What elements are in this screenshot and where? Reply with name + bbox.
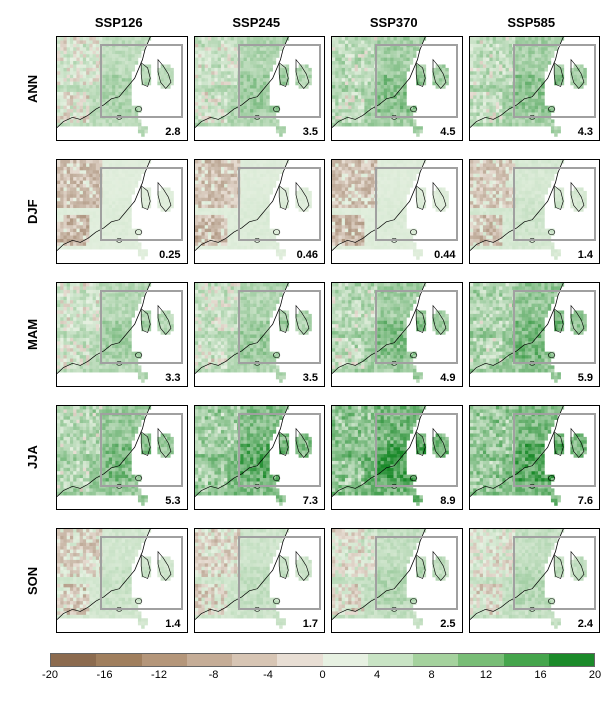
panel-jja-ssp370: 8.9 [331, 405, 463, 510]
panel-son-ssp585: 2.4 [469, 528, 601, 633]
panel-value: 1.4 [163, 618, 182, 630]
colorbar: -20-16-12-8-4048121620 [50, 653, 595, 669]
panel-value: 2.4 [576, 618, 595, 630]
panel-son-ssp126: 1.4 [56, 528, 188, 633]
colorbar-gradient [50, 653, 595, 667]
panel-value: 4.9 [438, 372, 457, 384]
panel-djf-ssp126: 0.25 [56, 159, 188, 264]
panel-value: 2.8 [163, 126, 182, 138]
col-header-ssp245: SSP245 [188, 15, 326, 30]
panel-son-ssp370: 2.5 [331, 528, 463, 633]
panel-value: 2.5 [438, 618, 457, 630]
panel-value: 0.44 [432, 249, 457, 261]
row-label-mam: MAM [15, 282, 50, 387]
panel-jja-ssp126: 5.3 [56, 405, 188, 510]
panel-djf-ssp585: 1.4 [469, 159, 601, 264]
panel-value: 7.3 [301, 495, 320, 507]
panel-value: 0.25 [157, 249, 182, 261]
panel-djf-ssp370: 0.44 [331, 159, 463, 264]
panel-djf-ssp245: 0.46 [194, 159, 326, 264]
panel-mam-ssp245: 3.5 [194, 282, 326, 387]
colorbar-swatch [413, 654, 458, 666]
panel-mam-ssp585: 5.9 [469, 282, 601, 387]
panel-value: 1.4 [576, 249, 595, 261]
panel-value: 0.46 [295, 249, 320, 261]
panel-ann-ssp585: 4.3 [469, 36, 601, 141]
panel-value: 3.5 [301, 126, 320, 138]
panel-grid: ANN 2.8 3.5 4.5 4.3 DJF 0.25 0.46 [15, 36, 600, 633]
colorbar-swatch [142, 654, 187, 666]
colorbar-swatch [232, 654, 277, 666]
colorbar-swatch [96, 654, 141, 666]
col-header-ssp126: SSP126 [50, 15, 188, 30]
row-label-jja: JJA [15, 405, 50, 510]
row-label-djf: DJF [15, 159, 50, 264]
panel-value: 1.7 [301, 618, 320, 630]
panel-value: 7.6 [576, 495, 595, 507]
panel-ann-ssp126: 2.8 [56, 36, 188, 141]
colorbar-swatch [504, 654, 549, 666]
row-label-son: SON [15, 528, 50, 633]
colorbar-swatch [51, 654, 96, 666]
colorbar-swatch [323, 654, 368, 666]
panel-son-ssp245: 1.7 [194, 528, 326, 633]
panel-value: 4.3 [576, 126, 595, 138]
panel-mam-ssp126: 3.3 [56, 282, 188, 387]
col-header-ssp370: SSP370 [325, 15, 463, 30]
panel-value: 5.3 [163, 495, 182, 507]
colorbar-swatch [368, 654, 413, 666]
colorbar-swatch [549, 654, 594, 666]
panel-jja-ssp245: 7.3 [194, 405, 326, 510]
figure-small-multiples: SSP126 SSP245 SSP370 SSP585 ANN 2.8 3.5 … [15, 15, 600, 669]
panel-value: 3.5 [301, 372, 320, 384]
colorbar-swatch [277, 654, 322, 666]
colorbar-swatch [187, 654, 232, 666]
panel-mam-ssp370: 4.9 [331, 282, 463, 387]
col-header-ssp585: SSP585 [463, 15, 601, 30]
colorbar-swatch [458, 654, 503, 666]
column-headers: SSP126 SSP245 SSP370 SSP585 [50, 15, 600, 36]
row-label-ann: ANN [15, 36, 50, 141]
panel-jja-ssp585: 7.6 [469, 405, 601, 510]
panel-value: 3.3 [163, 372, 182, 384]
panel-value: 8.9 [438, 495, 457, 507]
panel-ann-ssp245: 3.5 [194, 36, 326, 141]
panel-value: 5.9 [576, 372, 595, 384]
panel-value: 4.5 [438, 126, 457, 138]
panel-ann-ssp370: 4.5 [331, 36, 463, 141]
